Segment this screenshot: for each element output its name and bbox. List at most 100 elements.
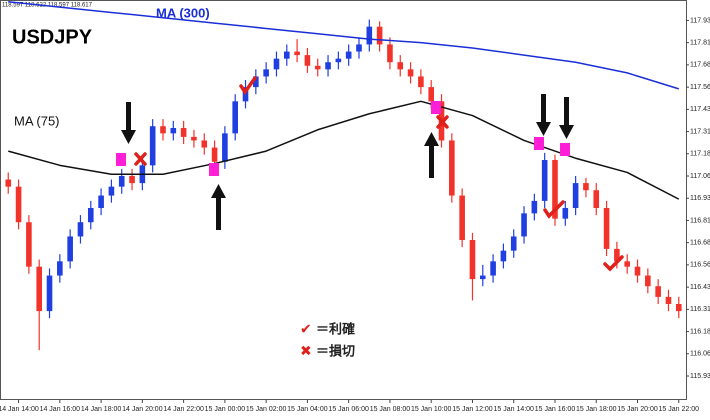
- candle-body: [449, 140, 455, 196]
- signals: [116, 76, 624, 272]
- candle-body: [407, 69, 414, 77]
- candle-body: [634, 266, 641, 276]
- up-arrow: [424, 132, 439, 178]
- x-tick-label: 14 Jan 18:00: [81, 406, 122, 413]
- y-tick-label: 116.310: [690, 306, 710, 313]
- candle-body: [459, 195, 465, 240]
- candle-body: [593, 190, 600, 208]
- candle-body: [479, 275, 486, 280]
- arrows: [121, 94, 574, 230]
- chart-title: USDJPY: [12, 26, 93, 48]
- legend-text: ＝利確: [316, 321, 355, 336]
- candle-body: [160, 126, 166, 134]
- candle-body: [624, 261, 630, 267]
- candle-body: [118, 176, 125, 187]
- candle-body: [26, 222, 32, 267]
- legend-symbol: ✖: [300, 343, 312, 359]
- candle-body: [294, 51, 300, 56]
- plot-frame: [0, 0, 687, 400]
- moving-average-line: [8, 1, 680, 90]
- candle-body: [211, 147, 218, 162]
- candle-body: [562, 208, 569, 219]
- candle-body: [510, 236, 517, 251]
- candle-body: [645, 275, 651, 287]
- candle-body: [36, 266, 42, 312]
- candle-body: [77, 222, 84, 237]
- x-tick-label: 15 Jan 02:00: [246, 406, 287, 413]
- y-tick-label: 116.560: [690, 262, 710, 269]
- candle-body: [418, 76, 424, 88]
- candle-body: [201, 140, 208, 148]
- y-tick-label: 116.060: [690, 351, 710, 358]
- y-tick-label: 117.185: [690, 151, 710, 158]
- candle-body: [46, 275, 53, 312]
- candle-body: [531, 200, 538, 214]
- candle-body: [521, 213, 527, 237]
- candle-body: [655, 286, 661, 297]
- candle-body: [335, 58, 342, 63]
- candle-body: [397, 62, 404, 70]
- take-profit-mark: [603, 255, 624, 272]
- down-arrow: [536, 94, 551, 136]
- candle-body: [572, 183, 579, 208]
- candle-body: [108, 186, 115, 196]
- candle-body: [366, 26, 373, 45]
- candle-body: [253, 76, 259, 88]
- candle-body: [222, 133, 228, 162]
- down-arrow: [121, 102, 136, 144]
- x-tick-label: 15 Jan 16:00: [535, 406, 576, 413]
- y-tick-label: 117.060: [690, 173, 710, 180]
- candle-body: [552, 160, 558, 219]
- x-tick-label: 14 Jan 20:00: [122, 406, 163, 413]
- candle-body: [263, 69, 269, 77]
- entry-marker: [560, 143, 570, 156]
- legend: ✔ ＝利確 ✖ ＝損切: [300, 321, 355, 359]
- candle-body: [325, 62, 331, 70]
- up-arrow: [211, 184, 226, 230]
- plot-area: [5, 1, 682, 351]
- x-tick-label: 14 Jan 22:00: [163, 406, 204, 413]
- candle-body: [15, 186, 22, 223]
- x-tick-label: 14 Jan 16:00: [40, 406, 81, 413]
- y-tick-label: 117.310: [690, 128, 710, 135]
- y-tick-label: 116.685: [690, 240, 710, 247]
- y-tick-label: 116.935: [690, 195, 710, 202]
- candle-body: [170, 128, 177, 134]
- candle-body: [149, 126, 156, 166]
- candle-body: [57, 261, 63, 276]
- y-tick-label: 117.435: [690, 106, 710, 113]
- x-tick-label: 15 Jan 10:00: [411, 406, 452, 413]
- ma300-label: MA (300): [156, 5, 210, 20]
- take-profit-mark: [543, 200, 565, 219]
- candle-body: [129, 176, 135, 184]
- x-tick-label: 15 Jan 00:00: [205, 406, 246, 413]
- candle-body: [500, 250, 507, 262]
- candle-body: [345, 51, 352, 59]
- candle-body: [614, 248, 620, 262]
- x-tick-label: 15 Jan 06:00: [328, 406, 369, 413]
- x-tick-label: 15 Jan 14:00: [493, 406, 534, 413]
- candle-body: [191, 136, 197, 141]
- x-tick-label: 15 Jan 12:00: [452, 406, 493, 413]
- y-tick-label: 116.810: [690, 217, 710, 224]
- x-tick-label: 15 Jan 08:00: [370, 406, 411, 413]
- candle-body: [469, 240, 476, 280]
- candle-body: [387, 44, 393, 63]
- candle-body: [283, 51, 290, 59]
- candle-body: [541, 160, 548, 201]
- legend-symbol: ✔: [300, 321, 312, 337]
- y-tick-label: 116.185: [690, 328, 710, 335]
- y-tick-label: 117.560: [690, 84, 710, 91]
- candle-body: [180, 128, 187, 137]
- x-tick-label: 14 Jan 14:00: [0, 406, 39, 413]
- x-tick-label: 15 Jan 18:00: [576, 406, 617, 413]
- candle-body: [583, 183, 589, 191]
- entry-marker: [534, 137, 544, 150]
- entry-marker: [209, 163, 219, 176]
- take-profit-mark: [239, 76, 257, 96]
- candle-body: [490, 261, 496, 276]
- candle-body: [98, 195, 104, 208]
- exit-markers: [134, 76, 624, 272]
- y-tick-label: 115.935: [690, 373, 710, 380]
